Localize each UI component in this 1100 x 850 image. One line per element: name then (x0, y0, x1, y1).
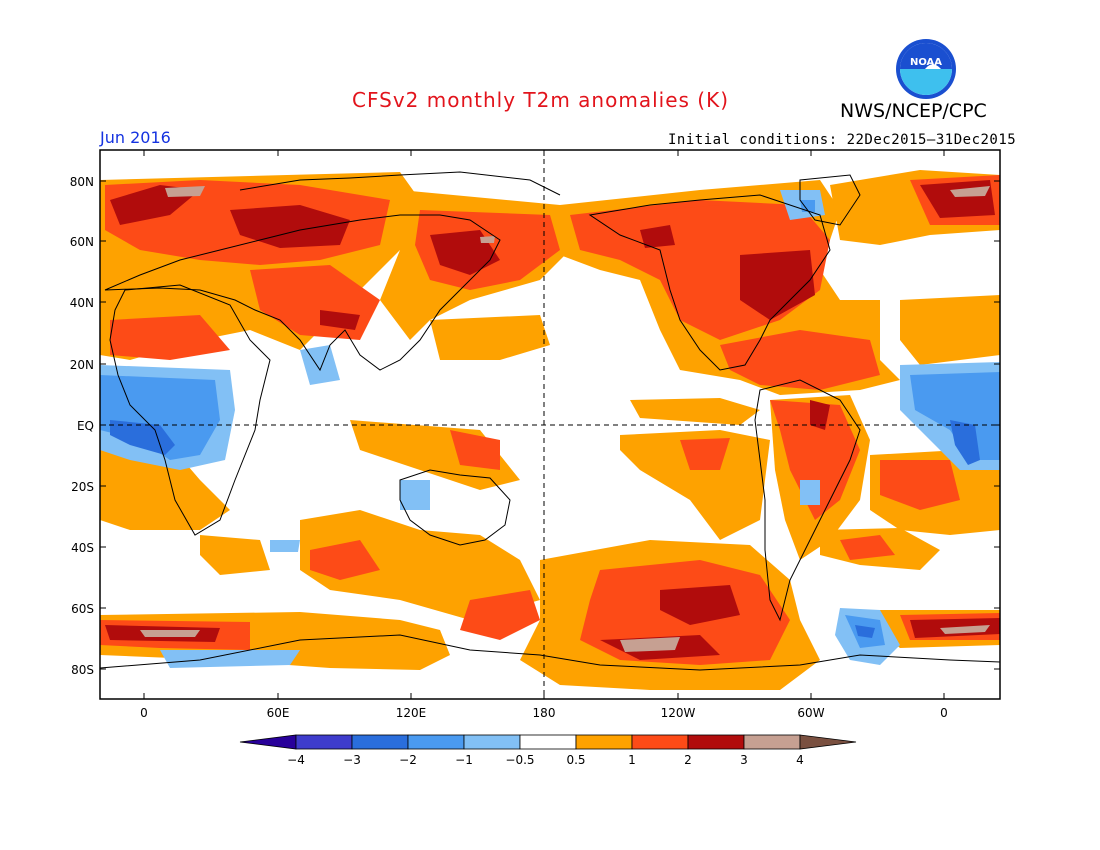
colorbar: −4 −3 −2 −1 −0.5 0.5 1 2 3 4 (239, 734, 857, 767)
colorbar-label: 4 (796, 753, 804, 767)
lat-label: 80N (70, 175, 94, 189)
colorbar-label: −1 (455, 753, 473, 767)
anomaly-cool-strong (110, 420, 980, 638)
lon-label: 60E (267, 706, 290, 720)
colorbar-arrow-high (799, 734, 857, 750)
colorbar-label: −3 (343, 753, 361, 767)
anomaly-warm-2-3 (105, 180, 1000, 660)
colorbar-label: 3 (740, 753, 748, 767)
colorbar-swatch (687, 734, 745, 750)
lon-label: 60W (797, 706, 824, 720)
colorbar-swatch (463, 734, 521, 750)
colorbar-label: −4 (287, 753, 305, 767)
colorbar-swatch (631, 734, 689, 750)
lat-label: 20S (71, 480, 94, 494)
colorbar-swatch (295, 734, 353, 750)
colorbar-swatch (351, 734, 409, 750)
lat-label: 60N (70, 235, 94, 249)
coastlines (100, 171, 1000, 671)
lat-label: 80S (71, 663, 94, 677)
lat-label: 60S (71, 602, 94, 616)
colorbar-swatch (407, 734, 465, 750)
latitude-axis: 80N 60N 40N 20N EQ 20S 40S 60S 80S (70, 175, 1000, 677)
colorbar-label: 1 (628, 753, 636, 767)
chart-title: CFSv2 monthly T2m anomalies (K) (352, 88, 729, 112)
colorbar-label: 2 (684, 753, 692, 767)
noaa-logo-text: NOAA (910, 57, 942, 68)
lat-label: EQ (77, 419, 94, 433)
colorbar-label: −0.5 (505, 753, 534, 767)
lat-label: 40N (70, 296, 94, 310)
lat-label: 20N (70, 358, 94, 372)
colorbar-label: −2 (399, 753, 417, 767)
org-label: NWS/NCEP/CPC (840, 100, 987, 122)
lon-label: 0 (940, 706, 948, 720)
colorbar-swatch (743, 734, 801, 750)
colorbar-label: 0.5 (566, 753, 585, 767)
initial-conditions: Initial conditions: 22Dec2015–31Dec2015 (668, 132, 1017, 148)
colorbar-swatch (519, 734, 577, 750)
lon-label: 0 (140, 706, 148, 720)
lat-label: 40S (71, 541, 94, 555)
longitude-axis: 0 60E 120E 180 120W 60W 0 (140, 150, 948, 720)
noaa-logo: NOAA (896, 39, 956, 99)
colorbar-swatch (575, 734, 633, 750)
lon-label: 180 (533, 706, 556, 720)
colorbar-arrow-low (239, 734, 297, 750)
lon-label: 120E (396, 706, 427, 720)
anomaly-field (100, 170, 1000, 690)
anomaly-warm-3-4 (140, 186, 990, 652)
lon-label: 120W (661, 706, 696, 720)
forecast-month: Jun 2016 (100, 128, 171, 147)
